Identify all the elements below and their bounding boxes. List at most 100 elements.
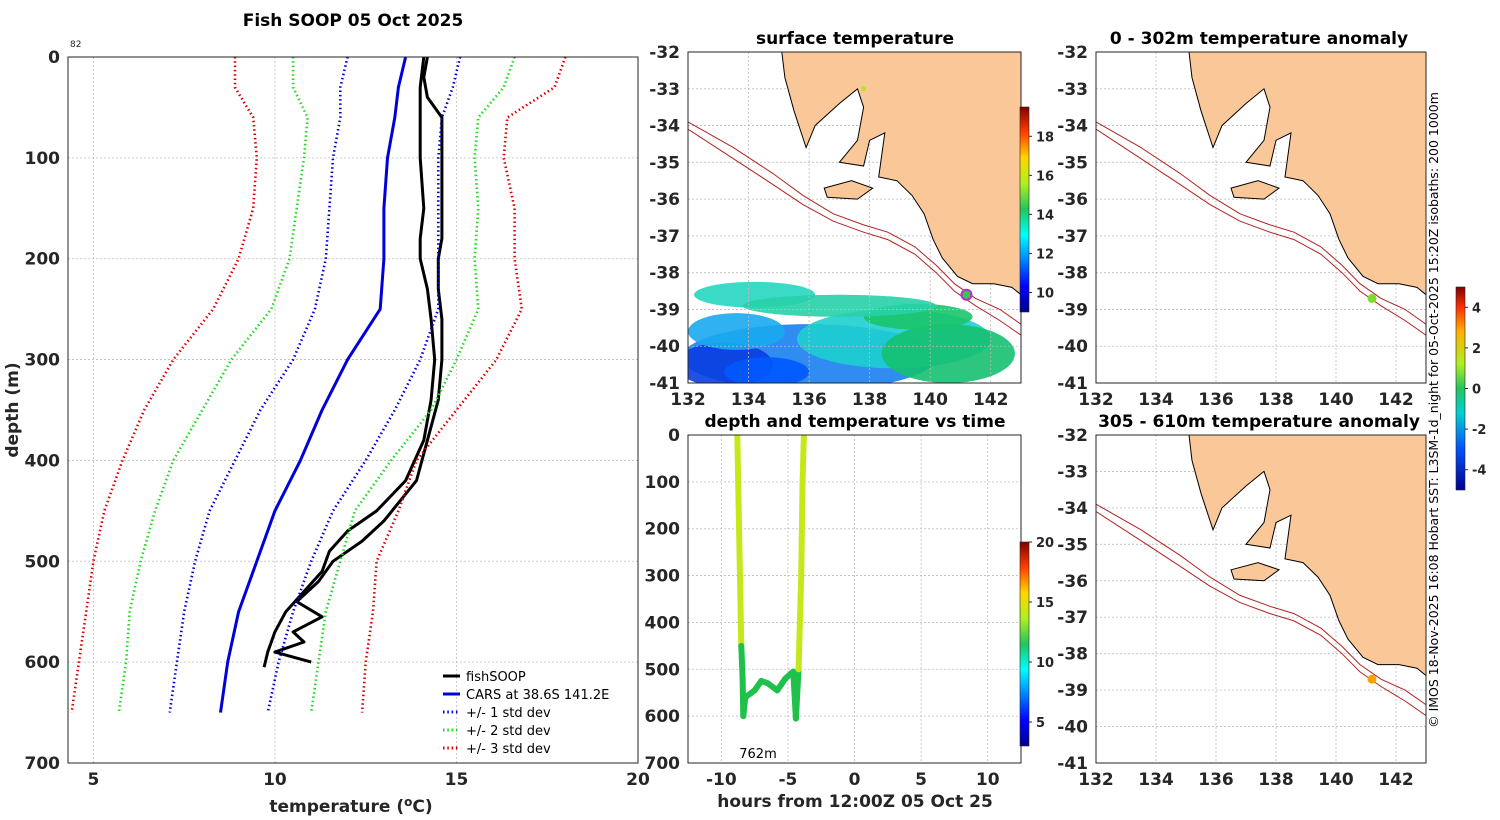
depth-time-ytick-label: 500: [645, 660, 681, 680]
profile-x-ticks: 5 10 15 20: [87, 770, 650, 790]
map-ytick-label: -35: [1057, 535, 1088, 555]
depth-time-xtick-label: 5: [915, 770, 927, 790]
map-xtick-label: 134: [1138, 770, 1174, 790]
anomaly-lower-map-body: 132 134 136 138 140 142 -32 -33 -34 -35 -36 -37 -38 -…: [1057, 426, 1427, 790]
anomaly-upper-title: 0 - 302m temperature anomaly: [1110, 29, 1408, 49]
map-axes-frame: [1095, 51, 1427, 384]
depth-time-segment: [798, 478, 806, 579]
legend-entry: CARS at 38.6S 141.2E: [466, 688, 609, 703]
sst-field: [742, 294, 937, 317]
colorbar-tick-label: 10: [1036, 286, 1054, 301]
depth-time-segment: [736, 572, 745, 649]
depth-time-ytick-label: 100: [645, 473, 681, 493]
map-xtick-label: 140: [1318, 390, 1354, 410]
map-xtick-label: 136: [1198, 770, 1234, 790]
profile-ytick-label: 700: [25, 754, 61, 774]
map-ytick-label: -41: [1057, 374, 1088, 394]
depth-time-title: depth and temperature vs time: [705, 412, 1006, 432]
anomaly-upper-map-body: 132 134 136 138 140 142 -32 -33 -34 -35 -36 -37 -38 -…: [1057, 43, 1427, 410]
colorbar-tick-label: 16: [1036, 169, 1054, 184]
map-ytick-label: -40: [1057, 718, 1088, 738]
map-xtick-label: 138: [852, 390, 888, 410]
map-ytick-label: -39: [649, 300, 680, 320]
anomaly-colorbar: [1455, 286, 1466, 491]
depth-time-xtick-label: -10: [706, 770, 737, 790]
map-ytick-label: -34: [649, 117, 680, 137]
map-ytick-label: -38: [649, 264, 680, 284]
profile-xtick-label: 5: [87, 770, 99, 790]
profile-series-line: [309, 57, 516, 713]
depth-time-segment: [799, 435, 807, 485]
map-ytick-label: -40: [649, 337, 680, 357]
map-xtick-label: 136: [1198, 390, 1234, 410]
side-credit: © IMOS 18-Nov-2025 16:08 Hobart SST: L3S…: [1426, 92, 1441, 728]
map-ytick-label: -36: [1057, 572, 1088, 592]
map-xtick-label: 134: [1138, 390, 1174, 410]
map-land: [1188, 435, 1426, 677]
colorbar-tick-label: 4: [1472, 301, 1481, 316]
colorbar-tick-label: 5: [1036, 716, 1045, 731]
sst-field: [724, 357, 810, 383]
map-content: [688, 52, 1021, 383]
map-ytick-label: -37: [1057, 608, 1088, 628]
profile-series-line: [219, 57, 408, 713]
map-ytick-label: -38: [1057, 264, 1088, 284]
profile-panel: Fish SOOP 05 Oct 2025 82 5 10 15 20 0 100 200…: [3, 11, 650, 817]
sst-colorbar-ticks: 18 16 14 12 10: [1029, 130, 1054, 301]
sst-colorbar: [1019, 106, 1030, 313]
map-land: [1188, 52, 1426, 296]
map-ytick-label: -35: [649, 153, 680, 173]
profile-series-line: [262, 57, 437, 668]
legend-entry: +/- 1 std dev: [466, 706, 551, 721]
profile-axes-frame: [67, 56, 639, 764]
anomaly-lower-panel: 305 - 610m temperature anomaly 132 134 136…: [1057, 412, 1427, 790]
profile-xtick-label: 20: [626, 770, 650, 790]
map-ytick-label: -32: [649, 43, 680, 63]
profile-title: Fish SOOP 05 Oct 2025: [243, 11, 464, 31]
map-isobath: [1096, 511, 1426, 717]
profile-gridlines: [68, 56, 639, 764]
colorbar-tick-label: 0: [1472, 383, 1481, 398]
depth-time-segment: [740, 694, 749, 720]
depth-time-segment: [792, 666, 802, 722]
anomaly-upper-panel: 0 - 302m temperature anomaly 132 134 136 13…: [1057, 29, 1427, 410]
legend-entry: fishSOOP: [466, 670, 526, 685]
depth-time-y-ticks: 0 100 200 300 400 500 600 700: [645, 426, 1021, 774]
colorbar-tick-label: 20: [1036, 536, 1054, 551]
map-xtick-label: 134: [731, 390, 767, 410]
map-xtick-label: 138: [1258, 770, 1294, 790]
depth-time-x-ticks: -10 -5 0 5 10: [706, 435, 1000, 790]
profile-xlabel: temperature (oC): [269, 795, 432, 817]
profile-y-ticks: 0 100 200 300 400 500 600 700: [25, 48, 61, 774]
profile-ytick-label: 0: [48, 48, 60, 68]
depth-time-segment: [738, 642, 746, 682]
profile-corner-label: 82: [70, 40, 81, 50]
map-xtick-label: 138: [1258, 390, 1294, 410]
map-land: [823, 180, 874, 200]
map-xtick-label: 136: [791, 390, 827, 410]
map-ytick-label: -40: [1057, 337, 1088, 357]
map-ytick-label: -33: [1057, 462, 1088, 482]
map-ytick-label: -33: [1057, 80, 1088, 100]
depth-time-xtick-label: 10: [976, 770, 1000, 790]
profile-series-line: [273, 57, 444, 664]
anomaly-lower-title: 305 - 610m temperature anomaly: [1098, 412, 1420, 432]
depth-time-xtick-label: 0: [849, 770, 861, 790]
colorbar-tick-label: 10: [1036, 656, 1054, 671]
map-ytick-label: -36: [649, 190, 680, 210]
map-ytick-label: -34: [1057, 117, 1088, 137]
depth-time-trace: [734, 435, 807, 722]
profile-ytick-label: 100: [25, 149, 61, 169]
depth-time-ytick-label: 0: [668, 426, 680, 446]
sst-map-title: surface temperature: [756, 29, 954, 49]
map-xtick-label: 142: [1378, 390, 1414, 410]
colorbar-tick-label: 2: [1472, 342, 1481, 357]
depth-time-annotation: 762m: [739, 747, 776, 762]
depth-time-panel: depth and temperature vs time -10 -5 0 5 10 …: [645, 412, 1055, 812]
profile-xtick-label: 10: [263, 770, 287, 790]
depth-time-ytick-label: 300: [645, 567, 681, 587]
map-isobath: [688, 121, 1021, 325]
profile-ytick-label: 600: [25, 653, 61, 673]
profile-series-line: [70, 57, 259, 713]
